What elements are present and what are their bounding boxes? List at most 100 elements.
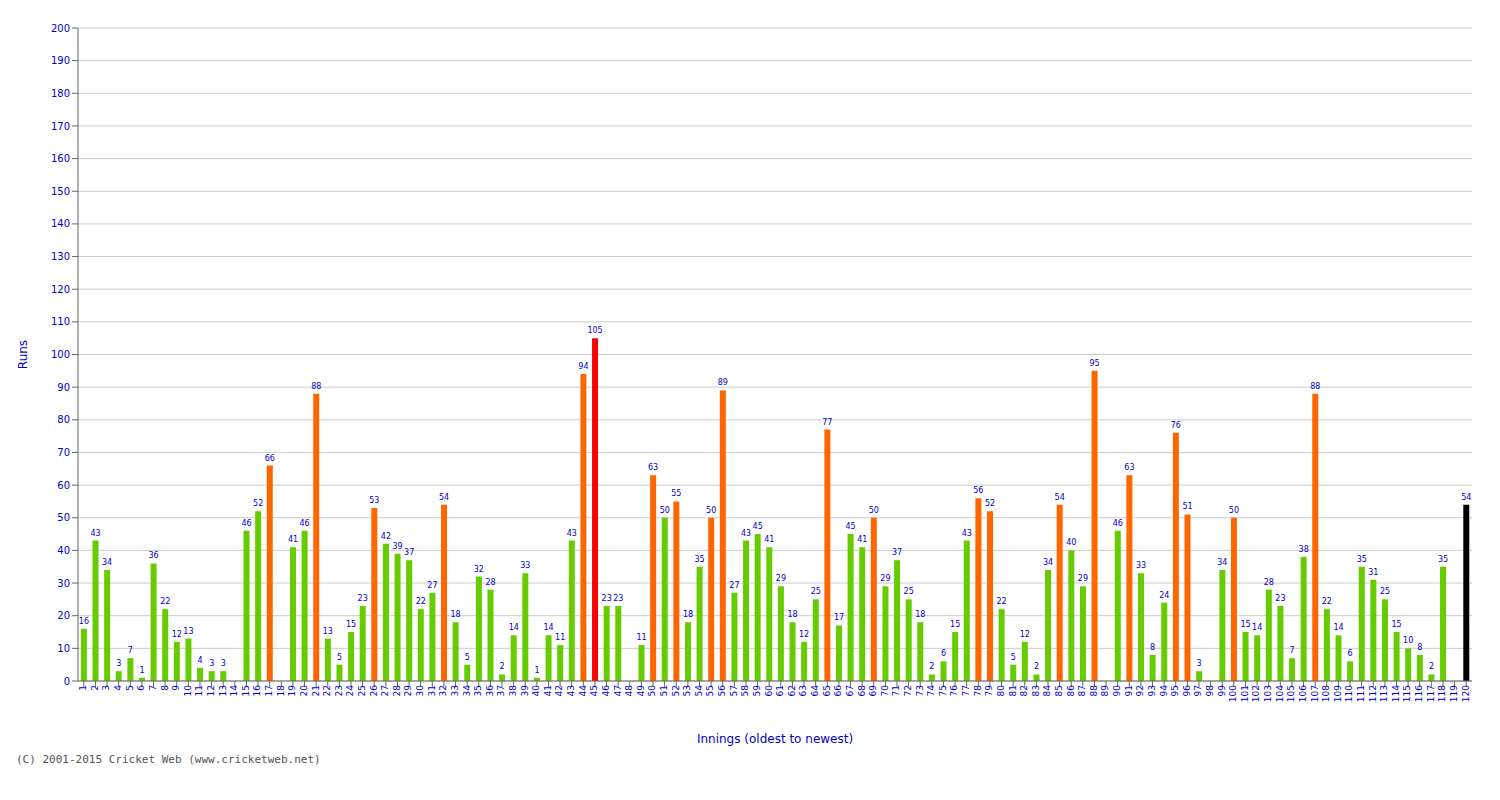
svg-text:80: 80 <box>57 414 70 425</box>
svg-text:4: 4 <box>198 656 203 665</box>
svg-text:Runs: Runs <box>16 340 30 369</box>
svg-text:14: 14 <box>543 623 553 632</box>
svg-text:51: 51 <box>659 685 669 696</box>
svg-text:18: 18 <box>787 610 797 619</box>
svg-text:119: 119 <box>1449 685 1459 702</box>
svg-text:82: 82 <box>1019 685 1029 696</box>
svg-text:112: 112 <box>1368 685 1378 702</box>
svg-text:66: 66 <box>265 454 275 463</box>
svg-text:22: 22 <box>322 685 332 696</box>
svg-text:60: 60 <box>57 480 70 491</box>
svg-text:38: 38 <box>508 685 518 697</box>
svg-text:18: 18 <box>451 610 461 619</box>
svg-text:101: 101 <box>1240 685 1250 702</box>
svg-text:33: 33 <box>450 685 460 696</box>
svg-text:106: 106 <box>1298 685 1308 702</box>
svg-text:13: 13 <box>323 627 333 636</box>
svg-text:52: 52 <box>985 499 995 508</box>
svg-text:22: 22 <box>416 597 426 606</box>
svg-text:94: 94 <box>1159 685 1169 697</box>
svg-text:38: 38 <box>1299 545 1309 554</box>
svg-text:34: 34 <box>102 558 112 567</box>
svg-text:54: 54 <box>439 493 449 502</box>
svg-text:111: 111 <box>1356 685 1366 702</box>
svg-text:35: 35 <box>1357 555 1367 564</box>
svg-text:70: 70 <box>57 447 70 458</box>
svg-text:32: 32 <box>474 565 484 574</box>
svg-text:18: 18 <box>276 685 286 697</box>
svg-text:14: 14 <box>509 623 519 632</box>
svg-text:37: 37 <box>892 548 902 557</box>
svg-text:3: 3 <box>101 685 111 691</box>
svg-text:200: 200 <box>51 23 70 34</box>
svg-text:11: 11 <box>636 633 646 642</box>
svg-text:50: 50 <box>869 506 879 515</box>
svg-text:54: 54 <box>1055 493 1065 502</box>
svg-text:35: 35 <box>694 555 704 564</box>
svg-text:42: 42 <box>554 685 564 696</box>
svg-text:16: 16 <box>252 685 262 697</box>
svg-text:88: 88 <box>1089 685 1099 697</box>
svg-text:23: 23 <box>613 594 623 603</box>
svg-text:6: 6 <box>941 649 946 658</box>
svg-text:1: 1 <box>534 666 539 675</box>
svg-text:40: 40 <box>1066 538 1076 547</box>
svg-text:16: 16 <box>79 617 89 626</box>
svg-text:29: 29 <box>1078 574 1088 583</box>
svg-text:50: 50 <box>706 506 716 515</box>
svg-text:2: 2 <box>1034 662 1039 671</box>
svg-text:41: 41 <box>288 535 298 544</box>
svg-text:4: 4 <box>113 685 123 691</box>
svg-text:63: 63 <box>798 685 808 696</box>
svg-text:20: 20 <box>57 610 70 621</box>
svg-text:89: 89 <box>1100 685 1110 697</box>
svg-text:108: 108 <box>1321 685 1331 702</box>
svg-text:41: 41 <box>764 535 774 544</box>
svg-text:63: 63 <box>1124 463 1134 472</box>
svg-text:62: 62 <box>787 685 797 696</box>
svg-text:9: 9 <box>171 685 181 691</box>
svg-text:27: 27 <box>729 581 739 590</box>
svg-text:42: 42 <box>381 532 391 541</box>
svg-text:25: 25 <box>1380 587 1390 596</box>
svg-text:170: 170 <box>51 121 70 132</box>
svg-text:12: 12 <box>799 630 809 639</box>
svg-text:130: 130 <box>51 251 70 262</box>
svg-text:50: 50 <box>647 685 657 697</box>
svg-text:21: 21 <box>311 685 321 696</box>
svg-text:25: 25 <box>357 685 367 696</box>
svg-text:76: 76 <box>1171 421 1181 430</box>
svg-text:15: 15 <box>1240 620 1250 629</box>
svg-text:87: 87 <box>1077 685 1087 696</box>
svg-text:15: 15 <box>241 685 251 696</box>
svg-text:29: 29 <box>880 574 890 583</box>
svg-text:95: 95 <box>1170 685 1180 696</box>
svg-text:90: 90 <box>1112 685 1122 697</box>
svg-text:1: 1 <box>78 685 88 691</box>
svg-text:36: 36 <box>485 685 495 697</box>
svg-text:48: 48 <box>624 685 634 697</box>
svg-text:115: 115 <box>1402 685 1412 702</box>
svg-text:8: 8 <box>1150 643 1155 652</box>
svg-text:140: 140 <box>51 218 70 229</box>
svg-text:3: 3 <box>1197 659 1202 668</box>
svg-text:78: 78 <box>973 685 983 697</box>
svg-text:3: 3 <box>116 659 121 668</box>
svg-text:1: 1 <box>139 666 144 675</box>
svg-text:46: 46 <box>241 519 251 528</box>
svg-text:32: 32 <box>438 685 448 696</box>
svg-text:18: 18 <box>915 610 925 619</box>
svg-text:107: 107 <box>1310 685 1320 702</box>
svg-text:29: 29 <box>776 574 786 583</box>
svg-text:40: 40 <box>531 685 541 697</box>
svg-text:31: 31 <box>427 685 437 696</box>
svg-text:99: 99 <box>1217 685 1227 697</box>
svg-text:29: 29 <box>403 685 413 697</box>
svg-text:73: 73 <box>915 685 925 696</box>
svg-text:71: 71 <box>891 685 901 696</box>
svg-text:13: 13 <box>183 627 193 636</box>
svg-text:100: 100 <box>51 349 70 360</box>
svg-text:5: 5 <box>465 653 470 662</box>
svg-text:45: 45 <box>753 522 763 531</box>
svg-text:14: 14 <box>1333 623 1343 632</box>
